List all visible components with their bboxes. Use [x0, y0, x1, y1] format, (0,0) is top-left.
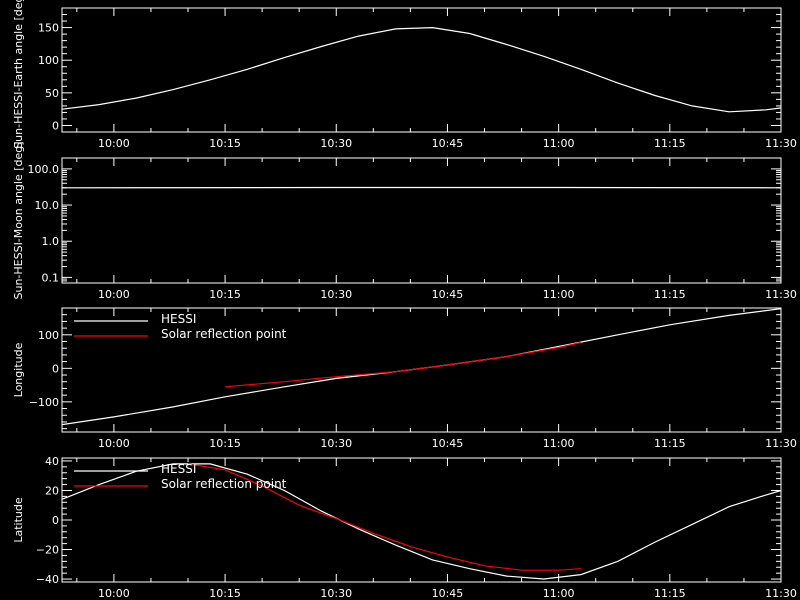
x-tick-label: 10:00 [98, 437, 130, 450]
legend-label: HESSI [161, 462, 196, 476]
y-tick-label: 0 [52, 514, 59, 527]
y-tick-label: 1.0 [42, 235, 60, 248]
x-tick-label: 10:30 [320, 587, 352, 600]
x-tick-label: 11:15 [654, 137, 686, 150]
x-tick-label: 11:00 [543, 587, 575, 600]
x-tick-label: 10:30 [320, 437, 352, 450]
x-tick-label: 10:00 [98, 288, 130, 301]
y-tick-label: 0.1 [42, 271, 60, 284]
series-solar-reflection-point [187, 463, 581, 571]
y-tick-label: 100.0 [28, 163, 60, 176]
x-tick-label: 11:15 [654, 288, 686, 301]
y-tick-label: 100 [38, 54, 59, 67]
panel-3-frame [61, 307, 782, 433]
x-tick-label: 11:00 [543, 437, 575, 450]
y-tick-label: 10.0 [35, 199, 60, 212]
x-tick-label: 11:15 [654, 587, 686, 600]
x-tick-label: 11:00 [543, 288, 575, 301]
panel-1-frame [61, 7, 782, 133]
y-tick-label: 100 [38, 329, 59, 342]
legend-label: HESSI [161, 312, 196, 326]
y-tick-label: 20 [45, 484, 59, 497]
panel-3-ylabel: Longitude [12, 342, 25, 397]
x-tick-label: 11:30 [765, 288, 797, 301]
x-tick-label: 10:00 [98, 587, 130, 600]
y-tick-label: −100 [29, 396, 59, 409]
x-tick-label: 11:30 [765, 137, 797, 150]
x-tick-label: 10:45 [432, 288, 464, 301]
x-tick-label: 11:15 [654, 437, 686, 450]
x-tick-label: 11:30 [765, 587, 797, 600]
panel-2-ylabel: Sun-HESSI-Moon angle [deg] [12, 141, 25, 299]
y-tick-label: 40 [45, 455, 59, 468]
series-hessi [61, 463, 782, 580]
x-tick-label: 11:00 [543, 137, 575, 150]
series-line [61, 26, 782, 113]
x-tick-label: 10:45 [432, 137, 464, 150]
y-tick-label: 50 [45, 87, 59, 100]
y-tick-label: 0 [52, 362, 59, 375]
x-tick-label: 10:30 [320, 137, 352, 150]
x-tick-label: 10:45 [432, 437, 464, 450]
x-tick-label: 10:15 [209, 288, 241, 301]
x-tick-label: 10:30 [320, 288, 352, 301]
x-tick-label: 10:15 [209, 137, 241, 150]
x-tick-label: 10:15 [209, 587, 241, 600]
y-tick-label: −40 [36, 573, 59, 586]
legend-label: Solar reflection point [161, 477, 287, 491]
series-solar-reflection-point [225, 341, 582, 388]
y-tick-label: 150 [38, 22, 59, 35]
x-tick-label: 10:15 [209, 437, 241, 450]
panel-1-ylabel: Sun-HESSI-Earth angle [deg] [12, 0, 25, 149]
y-tick-label: −20 [36, 544, 59, 557]
x-tick-label: 10:45 [432, 587, 464, 600]
panel-2-frame [61, 157, 782, 284]
legend-label: Solar reflection point [161, 327, 287, 341]
y-tick-label: 0 [52, 119, 59, 132]
x-tick-label: 11:30 [765, 437, 797, 450]
x-tick-label: 10:00 [98, 137, 130, 150]
panel-4-ylabel: Latitude [12, 497, 25, 543]
